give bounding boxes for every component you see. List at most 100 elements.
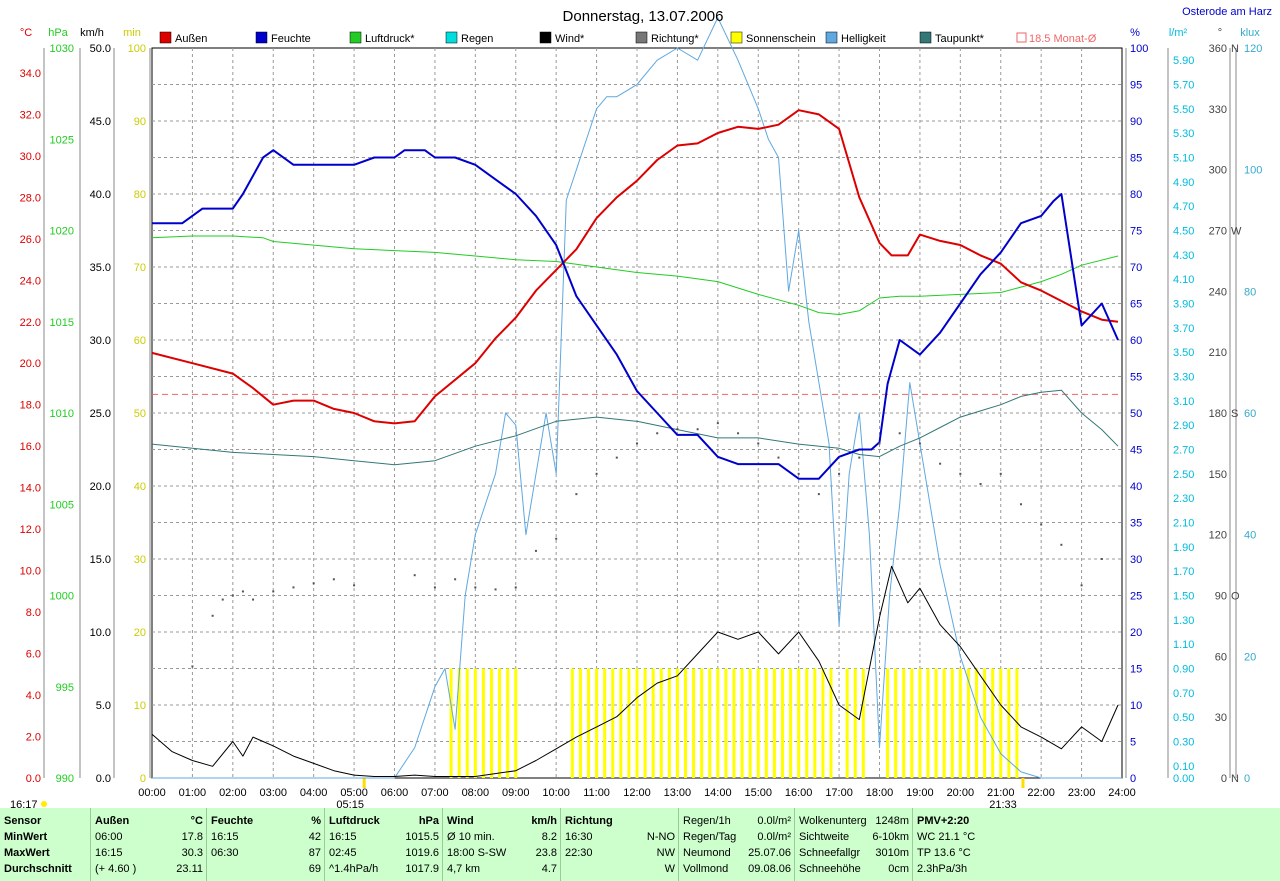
footer-sicht: 6-10km xyxy=(872,831,909,843)
direction-point xyxy=(221,598,224,601)
wind-axis-tick-label: 10.0 xyxy=(90,627,111,639)
time-tick-label: 00:00 xyxy=(138,787,166,799)
location-label: Osterode am Harz xyxy=(1182,6,1272,18)
direction-letter: S xyxy=(1231,408,1238,420)
legend-swatch xyxy=(255,31,268,44)
footer-sicht-label: Sichtweite xyxy=(799,831,850,843)
series-taupunkt-line xyxy=(151,389,1119,466)
footer-luftdruck-header: Luftdruck xyxy=(329,815,380,827)
lux-axis-tick-label: 0 xyxy=(1244,773,1250,785)
direction-point xyxy=(817,493,820,496)
current-time-dot xyxy=(41,801,47,807)
rain-axis-tick-label: 0.50 xyxy=(1173,712,1194,724)
footer-luftdruck-col: Luftdruck hPa 16:15 1015.5 02:45 1019.6 ^1.… xyxy=(324,808,443,881)
footer-aussen-header: Außen xyxy=(95,815,130,827)
direction-point xyxy=(534,549,537,552)
legend-swatch xyxy=(919,31,932,44)
sun-axis-tick-label: 20 xyxy=(134,627,146,639)
lux-unit: klux xyxy=(1240,27,1260,39)
direction-point xyxy=(312,582,315,585)
humidity-axis-tick-label: 15 xyxy=(1130,664,1142,676)
rain-axis-tick-label: 3.30 xyxy=(1173,372,1194,384)
legend-swatch xyxy=(159,31,172,44)
temp-axis-tick-label: 12.0 xyxy=(20,524,41,536)
footer-regen-tag: 0.0l/m² xyxy=(757,831,791,843)
footer-wind-unit: km/h xyxy=(531,815,557,827)
temp-unit: °C xyxy=(20,27,32,39)
time-tick-label: 17:00 xyxy=(825,787,853,799)
temp-axis-tick-label: 34.0 xyxy=(20,68,41,80)
footer-schneehoehe-label: Schneehöhe xyxy=(799,863,861,875)
footer-richtung-header: Richtung xyxy=(565,815,613,827)
humidity-axis-tick-label: 65 xyxy=(1130,299,1142,311)
rain-axis-tick-label: 3.10 xyxy=(1173,396,1194,408)
sun-axis-tick-label: 10 xyxy=(134,700,146,712)
lux-axis-tick-label: 100 xyxy=(1244,165,1262,177)
direction-axis-tick-label: 30 xyxy=(1215,712,1227,724)
direction-point xyxy=(241,590,244,593)
humidity-axis-tick-label: 20 xyxy=(1130,627,1142,639)
rain-axis-tick-label: 2.10 xyxy=(1173,518,1194,530)
direction-letter: N xyxy=(1231,43,1239,55)
direction-point xyxy=(999,472,1002,475)
direction-axis-tick-label: 360 xyxy=(1209,43,1227,55)
temp-axis-tick-label: 14.0 xyxy=(20,483,41,495)
pressure-axis-tick-label: 1005 xyxy=(50,499,74,511)
footer-aussen-unit: °C xyxy=(190,815,203,827)
direction-point xyxy=(272,590,275,593)
footer-neumond-label: Neumond xyxy=(683,847,731,859)
footer-feuchte-unit: % xyxy=(311,815,321,827)
footer-wind-header: Wind xyxy=(447,815,474,827)
legend-label: Sonnenschein xyxy=(746,33,816,45)
rain-axis-tick-label: 5.30 xyxy=(1173,128,1194,140)
direction-axis-tick-label: 60 xyxy=(1215,651,1227,663)
direction-point xyxy=(757,442,760,445)
time-tick-label: 04:00 xyxy=(300,787,328,799)
direction-point xyxy=(454,578,457,581)
wind-axis-tick-label: 35.0 xyxy=(90,262,111,274)
footer-wind-col: Wind km/h Ø 10 min. 8.2 18:00 S-SW 23.8 4,7… xyxy=(442,808,561,881)
time-tick-label: 11:00 xyxy=(583,787,610,799)
direction-point xyxy=(555,537,558,540)
time-tick-label: 13:00 xyxy=(664,787,692,799)
rain-axis-tick-label: 4.50 xyxy=(1173,226,1194,238)
direction-axis-tick-label: 300 xyxy=(1209,165,1227,177)
legend-label: Außen xyxy=(175,33,207,45)
direction-point xyxy=(353,584,356,587)
footer-richtung-avg: W xyxy=(664,863,675,875)
temp-axis-tick-label: 8.0 xyxy=(26,607,41,619)
current-time-label: 16:17 xyxy=(10,799,38,808)
humidity-axis-tick-label: 10 xyxy=(1130,700,1142,712)
humidity-axis-tick-label: 95 xyxy=(1130,80,1142,92)
temp-axis-tick-label: 18.0 xyxy=(20,400,41,412)
direction-point xyxy=(615,456,618,459)
rain-axis-tick-label: 5.50 xyxy=(1173,104,1194,116)
direction-point xyxy=(1080,584,1083,587)
direction-point xyxy=(514,586,517,589)
pressure-axis-tick-label: 995 xyxy=(56,682,74,694)
rain-axis-tick-label: 4.90 xyxy=(1173,177,1194,189)
footer-richtung-max-time: 22:30 xyxy=(565,847,593,859)
rain-unit: l/m² xyxy=(1169,27,1188,39)
direction-point xyxy=(777,456,780,459)
rain-axis-tick-label: 4.30 xyxy=(1173,250,1194,262)
rain-axis-tick-label: 3.50 xyxy=(1173,347,1194,359)
weather-chart: 0.0 2.0 4.0 6.0 8.0 10.0 12.0 14.0 16.0 18.0 20.0 2… xyxy=(10,6,1272,808)
time-tick-label: 02:00 xyxy=(219,787,247,799)
direction-point xyxy=(1060,543,1063,546)
wind-unit: km/h xyxy=(80,27,104,39)
time-tick-label: 19:00 xyxy=(906,787,934,799)
rain-axis-tick-label: 0.30 xyxy=(1173,737,1194,749)
humidity-axis-tick-label: 0 xyxy=(1130,773,1136,785)
temp-axis-tick-label: 16.0 xyxy=(20,441,41,453)
direction-point xyxy=(231,594,234,597)
temp-axis-tick-label: 0.0 xyxy=(26,773,41,785)
direction-axis-tick-label: 0 xyxy=(1221,773,1227,785)
direction-axis-tick-label: 150 xyxy=(1209,469,1227,481)
legend-label: Luftdruck* xyxy=(365,33,415,45)
rain-axis-tick-label: 0.00 xyxy=(1173,773,1194,785)
legend-label: Helligkeit xyxy=(841,33,886,45)
direction-point xyxy=(696,428,699,431)
footer-schneefall: 3010m xyxy=(875,847,909,859)
footer-durchschnitt: Durchschnitt xyxy=(4,863,72,875)
